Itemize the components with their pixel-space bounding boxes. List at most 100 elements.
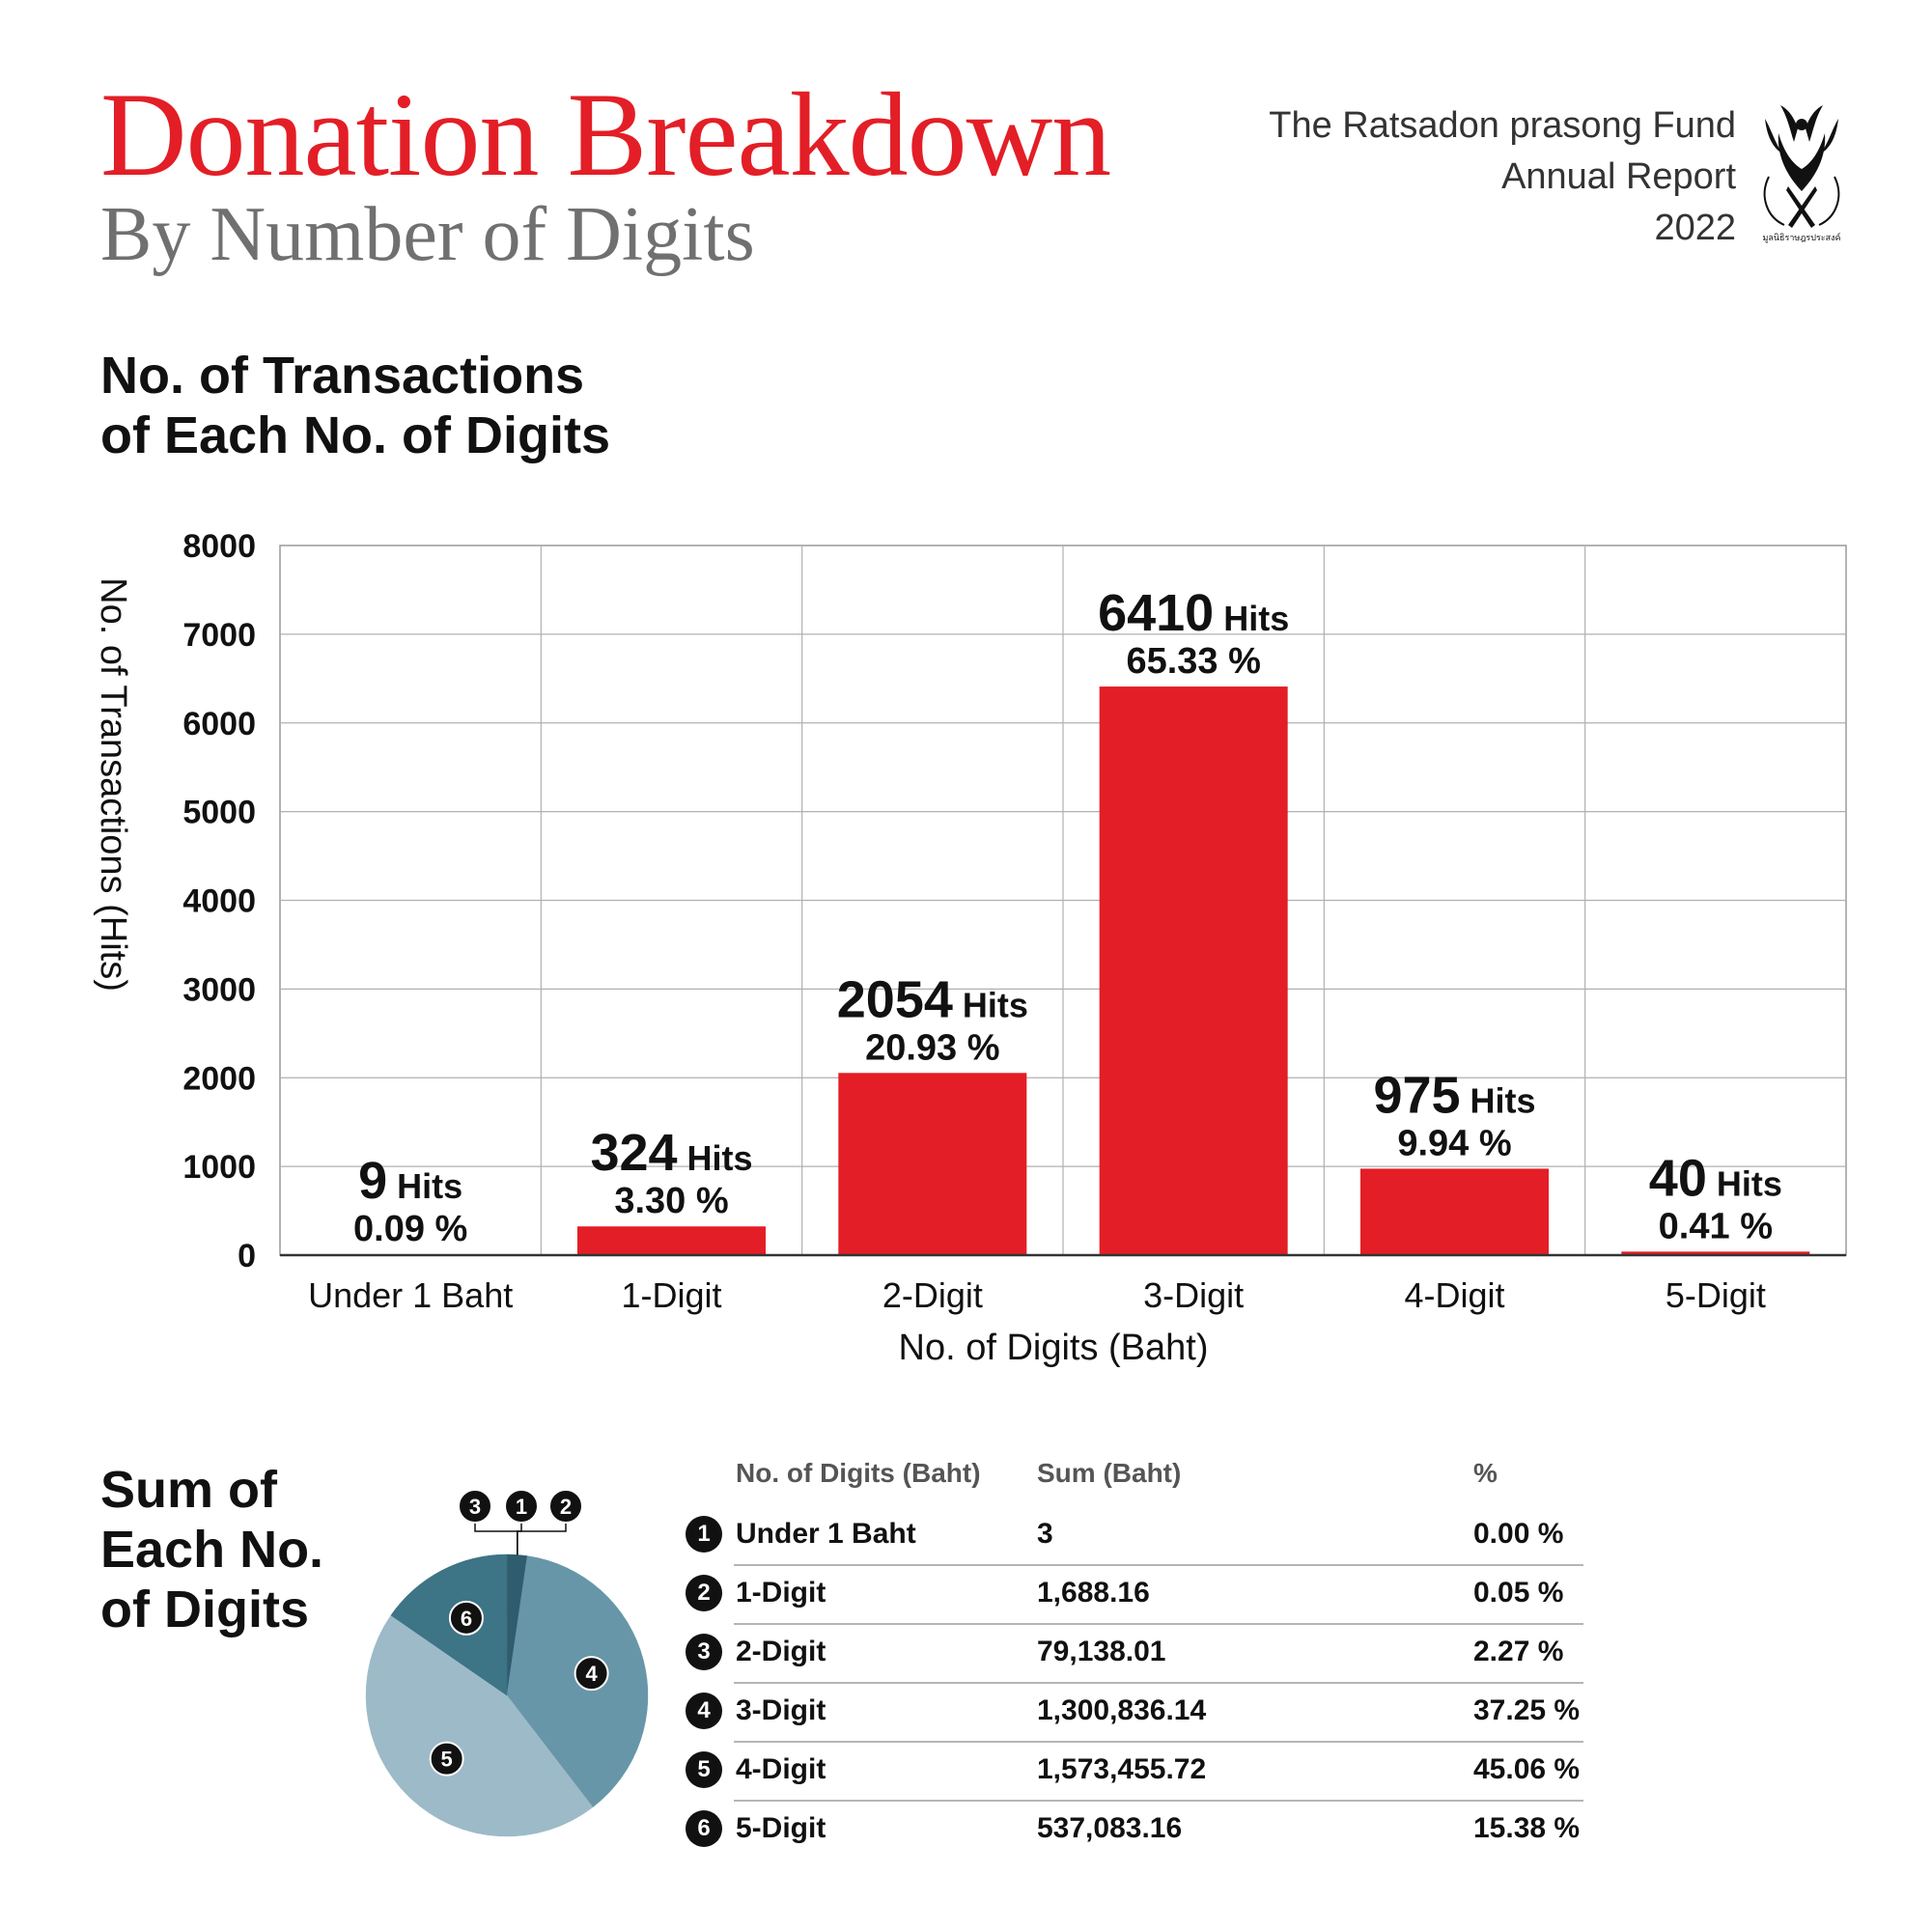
y-tick-label: 8000 (182, 528, 256, 565)
row-number-badge: 3 (686, 1634, 722, 1670)
fund-logo-icon: มูลนิธิราษฎรประสงค์ (1762, 105, 1841, 243)
bar-value-number: 2054 (837, 970, 953, 1028)
row-divider (734, 1623, 1583, 1625)
bar-value-number: 9 (358, 1152, 387, 1210)
bar (838, 1073, 1027, 1255)
bar-value-unit: Hits (687, 1138, 753, 1178)
row-number-badge: 2 (686, 1575, 722, 1611)
pie-label-badge (504, 1489, 539, 1524)
pie-heading-line2: Each No. (100, 1521, 324, 1579)
pie-label: 6 (461, 1607, 472, 1631)
table-row: 6 5-Digit 537,083.16 15.38 % (676, 1803, 1603, 1861)
x-tick-label: 4-Digit (1404, 1275, 1504, 1315)
pie-label-badge (548, 1489, 583, 1524)
bar (1621, 1251, 1810, 1255)
pie-chart-heading: Sum of Each No. of Digits (100, 1460, 323, 1639)
row-number-badge: 4 (686, 1693, 722, 1729)
bar-value-unit: Hits (963, 985, 1028, 1024)
logo-text: มูลนิธิราษฎรประสงค์ (1762, 232, 1840, 243)
x-tick-label: Under 1 Baht (308, 1275, 513, 1315)
row-digits: Under 1 Baht (736, 1518, 916, 1550)
row-digits: 3-Digit (736, 1694, 826, 1726)
bar-percent-label: 20.93 % (865, 1027, 999, 1068)
bar-value-number: 40 (1649, 1149, 1707, 1207)
row-sum: 537,083.16 (1037, 1812, 1183, 1844)
row-divider (734, 1682, 1583, 1684)
row-percent: 2.27 % (1473, 1636, 1564, 1667)
row-percent: 0.00 % (1473, 1518, 1564, 1550)
pie-label: 1 (516, 1495, 527, 1519)
bar-value-number: 6410 (1098, 584, 1214, 642)
table-row: 1 Under 1 Baht 3 0.00 % (676, 1508, 1603, 1566)
table-header-digits: No. of Digits (Baht) (736, 1458, 981, 1488)
x-tick-label: 2-Digit (882, 1275, 983, 1315)
org-name: The Ratsadon prasong Fund (1269, 105, 1736, 146)
pie-label-badge (448, 1600, 484, 1636)
row-percent: 37.25 % (1473, 1694, 1581, 1726)
bar-value-number: 975 (1373, 1066, 1460, 1124)
pie-heading-line3: of Digits (100, 1581, 309, 1638)
page-title: Donation Breakdown (100, 69, 1111, 201)
y-axis-title: No. of Transactions (Hits) (93, 577, 133, 992)
table-row: 3 2-Digit 79,138.01 2.27 % (676, 1626, 1603, 1684)
row-number-badge: 1 (686, 1516, 722, 1553)
row-sum: 1,300,836.14 (1037, 1694, 1207, 1726)
y-tick-label: 4000 (182, 883, 256, 920)
row-divider (734, 1564, 1583, 1566)
row-percent: 15.38 % (1473, 1812, 1581, 1844)
report-name: Annual Report (1501, 156, 1736, 197)
table-row: 2 1-Digit 1,688.16 0.05 % (676, 1567, 1603, 1625)
bar-heading-line1: No. of Transactions (100, 347, 585, 405)
sum-pie-chart: 4 5 6 3 1 2 (365, 1489, 649, 1837)
row-digits: 5-Digit (736, 1812, 826, 1844)
pie-label-badge (574, 1656, 609, 1692)
pie-label: 4 (585, 1662, 598, 1686)
pie-slice (390, 1553, 508, 1696)
table-header-sum: Sum (Baht) (1037, 1458, 1182, 1488)
org-info: The Ratsadon prasong Fund Annual Report … (1269, 100, 1736, 254)
row-sum: 1,688.16 (1037, 1577, 1150, 1609)
page-subtitle: By Number of Digits (100, 192, 755, 277)
bar-value-label: 975 Hits (1373, 1066, 1535, 1124)
y-tick-label: 1000 (182, 1149, 256, 1186)
bar-value-label: 40 Hits (1649, 1149, 1782, 1207)
x-tick-label: 1-Digit (621, 1275, 721, 1315)
bar-chart-heading: No. of Transactions of Each No. of Digit… (100, 346, 610, 465)
bar-percent-label: 9.94 % (1397, 1123, 1511, 1163)
table-row: 5 4-Digit 1,573,455.72 45.06 % (676, 1744, 1603, 1802)
row-number-badge: 6 (686, 1810, 722, 1847)
bar (1360, 1168, 1549, 1255)
row-sum: 1,573,455.72 (1037, 1753, 1207, 1785)
pie-label: 3 (469, 1495, 481, 1519)
bar-value-unit: Hits (1470, 1080, 1536, 1120)
bar-value-label: 6410 Hits (1098, 584, 1289, 642)
pie-heading-line1: Sum of (100, 1461, 277, 1519)
y-tick-label: 2000 (182, 1060, 256, 1097)
y-tick-label: 6000 (182, 706, 256, 742)
bar-percent-label: 3.30 % (614, 1181, 728, 1221)
bar (577, 1226, 766, 1255)
bar-value-unit: Hits (1717, 1163, 1782, 1203)
pie-label: 5 (441, 1748, 453, 1772)
bar-percent-label: 0.09 % (353, 1209, 467, 1249)
row-percent: 0.05 % (1473, 1577, 1564, 1609)
row-divider (734, 1800, 1583, 1802)
bar-heading-line2: of Each No. of Digits (100, 406, 611, 464)
bar-value-label: 2054 Hits (837, 970, 1028, 1028)
x-tick-label: 5-Digit (1666, 1275, 1766, 1315)
pie-label-badge (458, 1489, 492, 1524)
row-percent: 45.06 % (1473, 1753, 1581, 1785)
row-sum: 79,138.01 (1037, 1636, 1166, 1667)
row-digits: 2-Digit (736, 1636, 826, 1667)
row-sum: 3 (1037, 1518, 1053, 1550)
row-digits: 4-Digit (736, 1753, 826, 1785)
table-row: 4 3-Digit 1,300,836.14 37.25 % (676, 1685, 1603, 1743)
bar-value-unit: Hits (1223, 599, 1289, 638)
report-year: 2022 (1654, 208, 1736, 248)
row-digits: 1-Digit (736, 1577, 826, 1609)
pie-label: 2 (560, 1495, 572, 1519)
pie-label-badge (429, 1741, 464, 1777)
table-header-percent: % (1473, 1458, 1498, 1488)
bar-value-unit: Hits (397, 1166, 462, 1206)
